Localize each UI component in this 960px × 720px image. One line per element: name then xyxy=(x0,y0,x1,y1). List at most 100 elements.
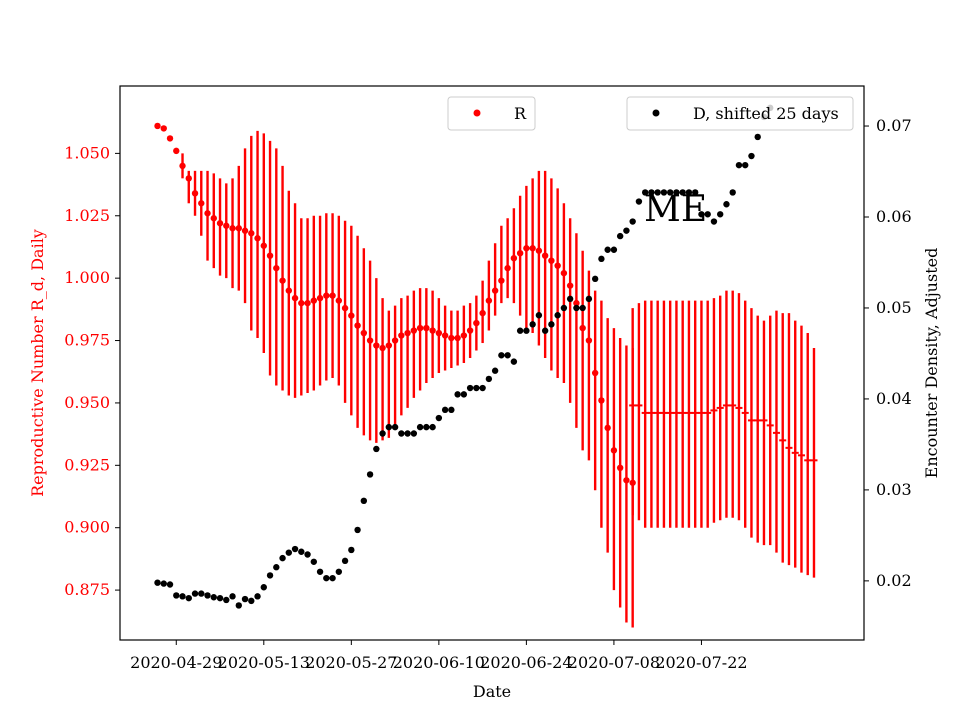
left-y-tick-label: 0.900 xyxy=(64,518,110,537)
legend-d-label: D, shifted 25 days xyxy=(693,104,839,123)
left-y-tick-label: 0.975 xyxy=(64,331,110,350)
d-point xyxy=(723,201,730,208)
d-point xyxy=(679,189,686,196)
d-points-layer xyxy=(154,104,774,609)
r-points-layer xyxy=(154,122,636,486)
d-point xyxy=(529,321,536,328)
d-point xyxy=(466,384,474,392)
r-point xyxy=(373,342,380,349)
d-point xyxy=(254,593,261,600)
d-point xyxy=(748,152,755,160)
r-point xyxy=(235,225,242,232)
r-point xyxy=(616,464,624,472)
r-point xyxy=(510,254,518,262)
r-point xyxy=(248,230,255,237)
d-point xyxy=(310,558,318,565)
d-point xyxy=(273,564,280,571)
legend-r-box xyxy=(447,96,536,131)
d-point xyxy=(616,232,624,240)
x-axis-label: Date xyxy=(473,682,511,701)
r-point xyxy=(210,215,217,222)
r-point xyxy=(310,297,318,304)
legend-d-marker xyxy=(652,109,660,117)
r-point xyxy=(354,322,361,329)
r-point xyxy=(216,220,224,227)
d-point xyxy=(416,423,424,431)
d-point xyxy=(360,497,368,505)
d-point xyxy=(166,581,174,588)
d-point xyxy=(498,352,505,359)
r-point xyxy=(604,424,611,432)
r-point xyxy=(623,477,630,484)
d-point xyxy=(298,548,305,555)
d-point xyxy=(473,384,480,392)
legend-r-label: R xyxy=(514,104,527,123)
d-point xyxy=(391,423,399,431)
right-y-tick-label: 0.07 xyxy=(876,116,912,135)
d-point xyxy=(591,275,599,283)
legend-r-marker xyxy=(473,109,481,117)
r-point xyxy=(423,324,430,332)
d-point xyxy=(585,295,593,303)
right-y-tick-label: 0.04 xyxy=(876,389,912,408)
d-point xyxy=(666,189,674,196)
r-point xyxy=(404,329,411,337)
d-point xyxy=(710,218,718,225)
r-tail-errorbars-layer xyxy=(629,290,818,578)
r-point xyxy=(379,344,386,352)
d-point xyxy=(729,189,736,196)
d-point xyxy=(429,423,436,431)
d-point xyxy=(510,358,518,365)
r-point xyxy=(485,297,493,304)
r-point xyxy=(585,337,593,344)
d-point xyxy=(198,590,205,597)
d-point xyxy=(341,557,349,565)
r-point xyxy=(316,294,324,302)
legend-r: R xyxy=(447,96,536,131)
d-point xyxy=(535,312,543,319)
d-point xyxy=(185,594,192,602)
r-point xyxy=(466,327,474,334)
d-point xyxy=(641,189,649,196)
d-point xyxy=(735,161,743,169)
r-point xyxy=(454,334,461,342)
d-point xyxy=(691,189,699,196)
d-point xyxy=(742,161,749,169)
d-point xyxy=(260,584,267,591)
r-point xyxy=(348,312,355,319)
d-point xyxy=(173,592,180,599)
r-point xyxy=(591,369,599,377)
r-point xyxy=(541,252,549,259)
d-point xyxy=(304,551,311,558)
left-y-tick-label: 0.925 xyxy=(64,455,110,474)
d-point xyxy=(604,246,611,253)
r-point xyxy=(579,324,586,332)
r-point xyxy=(398,332,405,339)
r-point xyxy=(498,277,505,284)
r-point xyxy=(416,324,424,332)
right-y-tick-label: 0.02 xyxy=(876,571,912,590)
d-point xyxy=(398,430,405,437)
r-point xyxy=(204,210,211,217)
d-point xyxy=(448,406,455,414)
d-point xyxy=(660,189,668,196)
right-y-tick-label: 0.03 xyxy=(876,480,912,499)
me-annotation: ME xyxy=(644,189,707,230)
d-point xyxy=(354,526,361,534)
r-point xyxy=(391,337,399,344)
r-point xyxy=(254,235,261,242)
d-point xyxy=(373,445,380,453)
d-point xyxy=(598,255,605,263)
d-point xyxy=(654,189,661,196)
d-point xyxy=(160,580,167,587)
d-point xyxy=(648,189,655,196)
left-y-tick-label: 0.950 xyxy=(64,393,110,412)
d-point xyxy=(454,391,461,398)
r-point xyxy=(448,334,455,342)
d-point xyxy=(554,312,561,319)
d-point xyxy=(548,321,555,328)
r-point xyxy=(185,175,192,182)
r-point xyxy=(504,264,511,272)
d-point xyxy=(698,211,705,218)
r-point xyxy=(529,245,536,252)
